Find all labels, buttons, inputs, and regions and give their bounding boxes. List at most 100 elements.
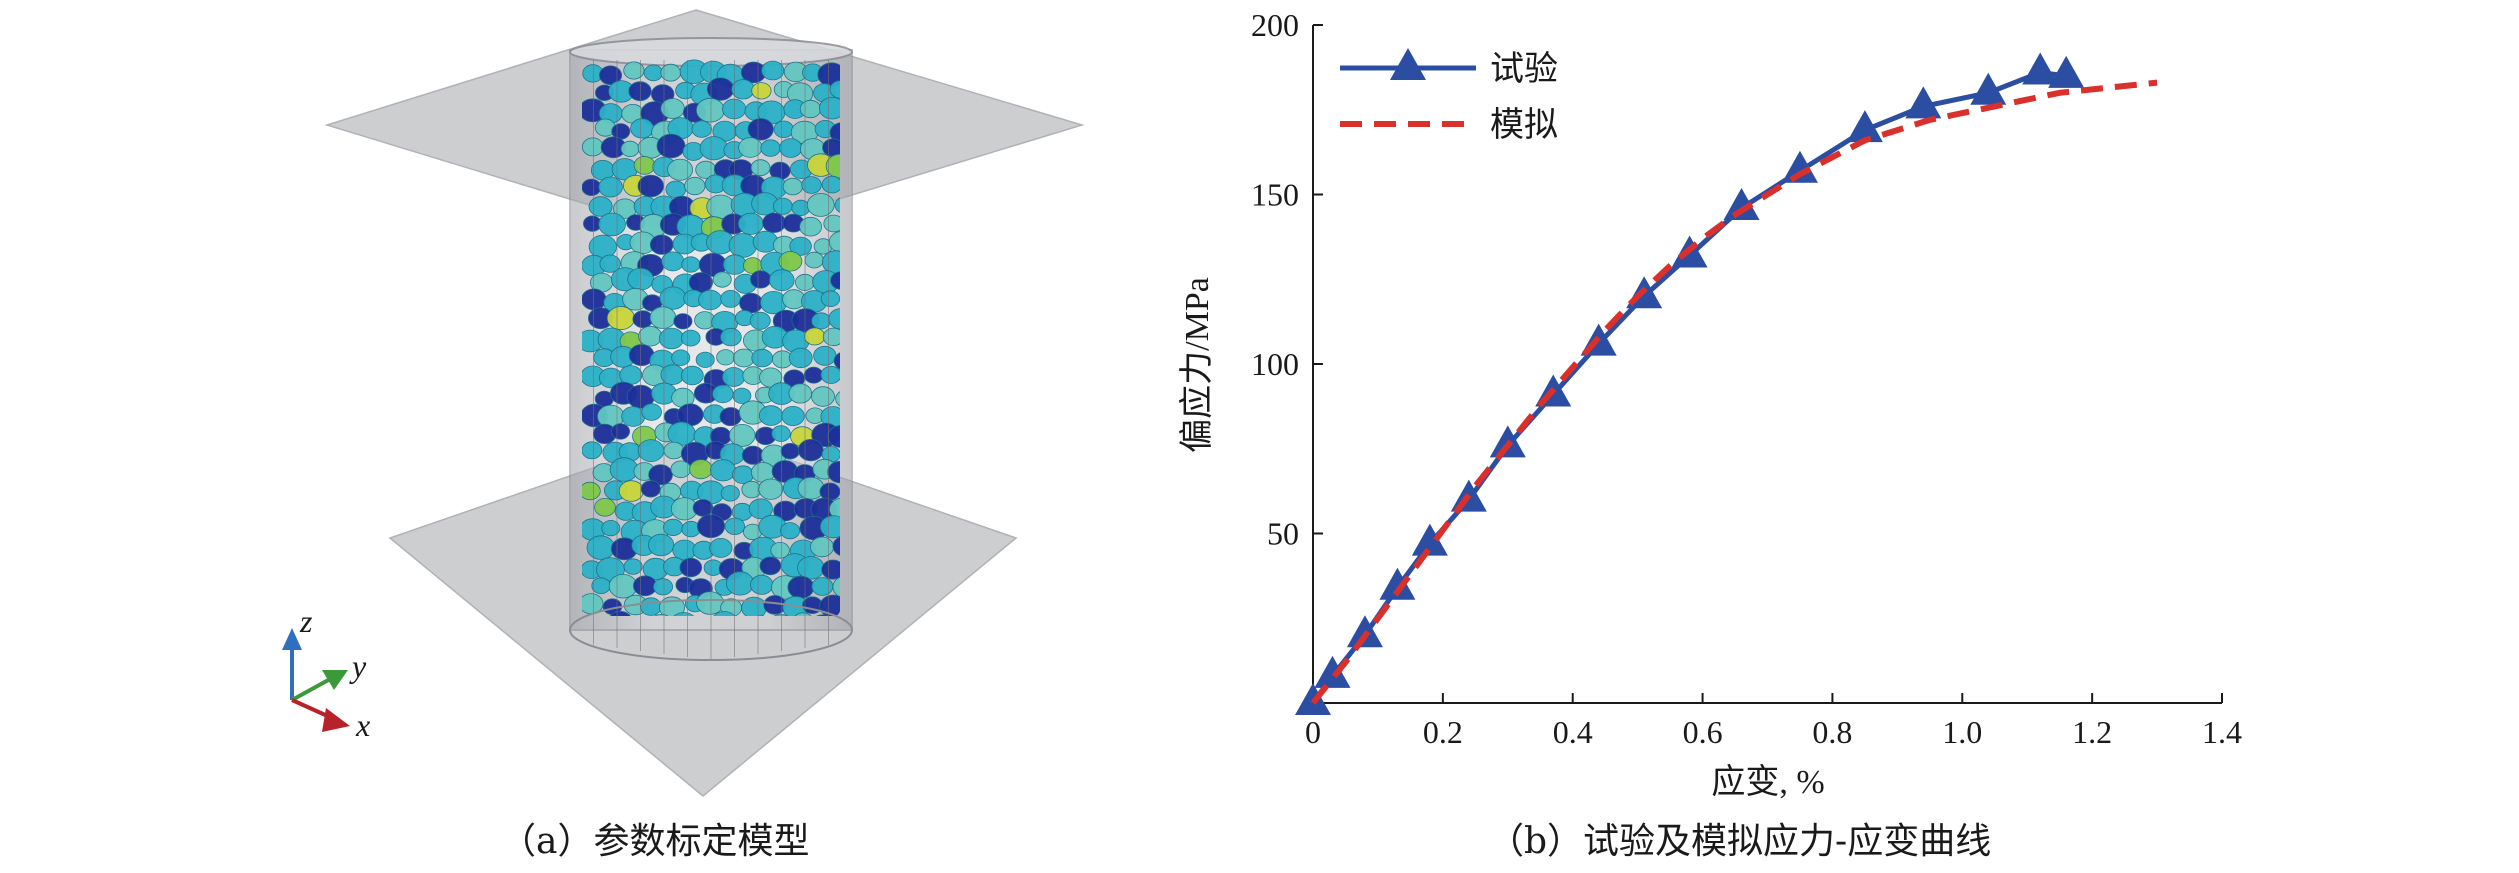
- particle: [721, 367, 746, 387]
- particle: [827, 460, 840, 484]
- particle: [667, 158, 693, 181]
- particle: [829, 122, 840, 144]
- particle: [819, 482, 840, 501]
- particle: [601, 519, 621, 537]
- x-axis-icon: [322, 708, 350, 732]
- particle: [797, 476, 825, 500]
- particle: [638, 325, 663, 347]
- data-point-marker: [2048, 55, 2085, 88]
- x-tick-label: 0.4: [1553, 714, 1593, 750]
- particle: [582, 178, 602, 196]
- legend-marker-icon: [1390, 48, 1426, 80]
- particle: [782, 177, 803, 196]
- series-line-0: [1310, 69, 2067, 705]
- particle: [640, 480, 661, 498]
- particle: [780, 443, 800, 460]
- particle: [649, 234, 674, 255]
- particle: [811, 386, 835, 407]
- particle: [711, 611, 738, 616]
- particle: [751, 82, 772, 100]
- particle: [679, 557, 703, 578]
- particle: [637, 174, 665, 198]
- particle: [804, 327, 826, 346]
- particle: [780, 522, 800, 540]
- particle: [829, 80, 840, 99]
- particle: [599, 254, 621, 273]
- particle: [643, 64, 664, 82]
- x-tick-label: 0: [1305, 714, 1321, 750]
- particle: [671, 349, 691, 366]
- y-axis-title: 偏应力/MPa: [1178, 277, 1216, 453]
- x-tick-label: 0.6: [1683, 714, 1723, 750]
- z-axis-label: z: [299, 603, 313, 639]
- particle: [663, 441, 685, 460]
- particle: [773, 120, 794, 139]
- y-tick-label: 200: [1251, 7, 1299, 43]
- particle: [661, 251, 685, 272]
- particle: [582, 481, 601, 501]
- particle: [728, 233, 758, 258]
- particle: [662, 518, 684, 537]
- particle: [749, 311, 771, 330]
- particle: [799, 99, 822, 119]
- particle: [716, 349, 735, 366]
- particle: [751, 348, 773, 368]
- particle: [611, 423, 631, 440]
- particle: [819, 515, 840, 539]
- particle: [801, 176, 822, 194]
- particle: [609, 457, 639, 482]
- particle: [619, 365, 643, 385]
- particle: [788, 347, 813, 369]
- particle: [759, 556, 782, 576]
- particle: [695, 97, 725, 123]
- particle: [681, 256, 701, 273]
- particle: [586, 535, 616, 560]
- y-tick-label: 150: [1251, 177, 1299, 213]
- particle: [731, 79, 755, 100]
- particle: [758, 478, 784, 500]
- particle: [620, 140, 640, 157]
- particle: [692, 499, 714, 517]
- particle: [825, 153, 840, 179]
- particle: [673, 313, 693, 330]
- particle: [779, 138, 803, 158]
- particle: [813, 345, 837, 366]
- particle: [665, 180, 687, 199]
- cylinder-facets: [593, 60, 829, 660]
- particle: [680, 329, 701, 347]
- particle: [689, 459, 713, 480]
- particle: [772, 197, 793, 215]
- particle: [750, 159, 771, 177]
- particle: [641, 403, 662, 421]
- particle: [623, 61, 645, 80]
- particle: [608, 610, 633, 616]
- particle: [747, 118, 774, 141]
- particle: [804, 251, 824, 269]
- particle: [797, 556, 825, 580]
- data-point-marker: [1411, 523, 1448, 556]
- particle: [720, 289, 741, 308]
- particle: [606, 306, 635, 331]
- particle: [749, 270, 772, 289]
- particle: [695, 351, 715, 368]
- particle: [699, 136, 728, 161]
- particle: [720, 485, 740, 502]
- caption-panel-a: （a）参数标定模型: [500, 821, 810, 862]
- particle: [598, 176, 623, 198]
- particle: [828, 231, 840, 253]
- x-tick-label: 1.0: [1942, 714, 1982, 750]
- data-point-marker: [1905, 86, 1942, 119]
- particle: [739, 292, 764, 314]
- particle: [821, 175, 840, 194]
- particle: [809, 614, 837, 616]
- particle: [832, 575, 840, 599]
- legend-label-0: 试验: [1490, 50, 1558, 88]
- particle: [582, 137, 604, 157]
- x-tick-label: 0.8: [1812, 714, 1852, 750]
- particle: [640, 597, 662, 616]
- axis-triad: z y x: [282, 603, 370, 743]
- particle: [770, 541, 790, 559]
- particle: [792, 612, 814, 616]
- particle: [582, 441, 603, 460]
